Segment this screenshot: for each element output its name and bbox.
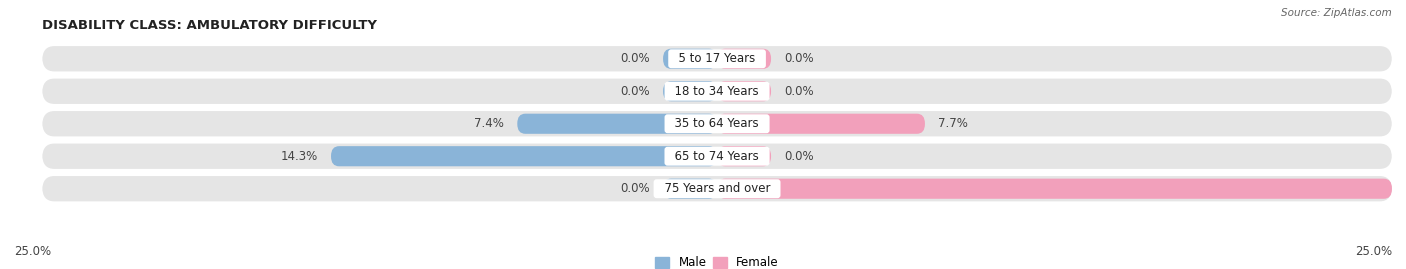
Text: 18 to 34 Years: 18 to 34 Years — [668, 85, 766, 98]
FancyBboxPatch shape — [42, 144, 1392, 169]
FancyBboxPatch shape — [717, 114, 925, 134]
FancyBboxPatch shape — [42, 111, 1392, 136]
FancyBboxPatch shape — [42, 79, 1392, 104]
FancyBboxPatch shape — [717, 179, 1392, 199]
FancyBboxPatch shape — [717, 49, 770, 69]
FancyBboxPatch shape — [664, 49, 717, 69]
Text: 0.0%: 0.0% — [620, 52, 650, 65]
FancyBboxPatch shape — [42, 46, 1392, 72]
Text: 7.4%: 7.4% — [474, 117, 503, 130]
Text: 14.3%: 14.3% — [280, 150, 318, 163]
FancyBboxPatch shape — [330, 146, 717, 166]
Text: 0.0%: 0.0% — [785, 85, 814, 98]
Text: Source: ZipAtlas.com: Source: ZipAtlas.com — [1281, 8, 1392, 18]
Text: 75 Years and over: 75 Years and over — [657, 182, 778, 195]
Text: 65 to 74 Years: 65 to 74 Years — [668, 150, 766, 163]
FancyBboxPatch shape — [664, 179, 717, 199]
Text: DISABILITY CLASS: AMBULATORY DIFFICULTY: DISABILITY CLASS: AMBULATORY DIFFICULTY — [42, 19, 377, 32]
Text: 5 to 17 Years: 5 to 17 Years — [671, 52, 763, 65]
Text: 0.0%: 0.0% — [620, 182, 650, 195]
FancyBboxPatch shape — [517, 114, 717, 134]
Text: 25.0%: 25.0% — [1355, 245, 1392, 258]
FancyBboxPatch shape — [42, 176, 1392, 201]
Text: 0.0%: 0.0% — [785, 150, 814, 163]
Text: 7.7%: 7.7% — [938, 117, 969, 130]
FancyBboxPatch shape — [717, 81, 770, 101]
Text: 0.0%: 0.0% — [620, 85, 650, 98]
Text: 35 to 64 Years: 35 to 64 Years — [668, 117, 766, 130]
Legend: Male, Female: Male, Female — [655, 256, 779, 269]
FancyBboxPatch shape — [717, 146, 770, 166]
FancyBboxPatch shape — [664, 81, 717, 101]
Text: 25.0%: 25.0% — [14, 245, 51, 258]
Text: 0.0%: 0.0% — [785, 52, 814, 65]
